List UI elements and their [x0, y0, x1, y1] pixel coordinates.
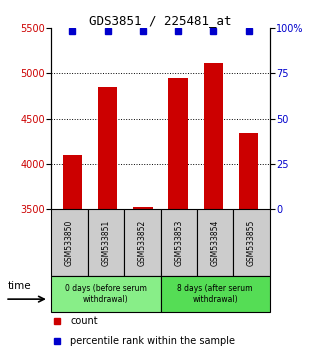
Bar	[63, 155, 82, 209]
Bar	[88, 209, 124, 276]
Bar	[160, 209, 197, 276]
Text: GSM533851: GSM533851	[101, 219, 110, 266]
Text: percentile rank within the sample: percentile rank within the sample	[70, 336, 235, 346]
Text: 0 days (before serum
withdrawal): 0 days (before serum withdrawal)	[65, 284, 147, 303]
Bar	[98, 87, 117, 209]
Bar	[169, 78, 188, 209]
Text: GSM533855: GSM533855	[247, 219, 256, 266]
Bar	[197, 209, 233, 276]
Title: GDS3851 / 225481_at: GDS3851 / 225481_at	[89, 14, 232, 27]
Text: 8 days (after serum
withdrawal): 8 days (after serum withdrawal)	[177, 284, 253, 303]
Bar	[160, 276, 270, 312]
Bar	[124, 209, 160, 276]
Text: GSM533852: GSM533852	[138, 219, 147, 266]
Text: count: count	[70, 316, 98, 326]
Text: time: time	[8, 281, 31, 291]
Bar	[51, 276, 160, 312]
Bar	[51, 209, 88, 276]
Bar	[133, 207, 152, 209]
Bar	[239, 133, 258, 209]
Bar	[233, 209, 270, 276]
Bar	[204, 63, 223, 209]
Text: GSM533853: GSM533853	[174, 219, 183, 266]
Text: GSM533854: GSM533854	[211, 219, 220, 266]
Text: GSM533850: GSM533850	[65, 219, 74, 266]
